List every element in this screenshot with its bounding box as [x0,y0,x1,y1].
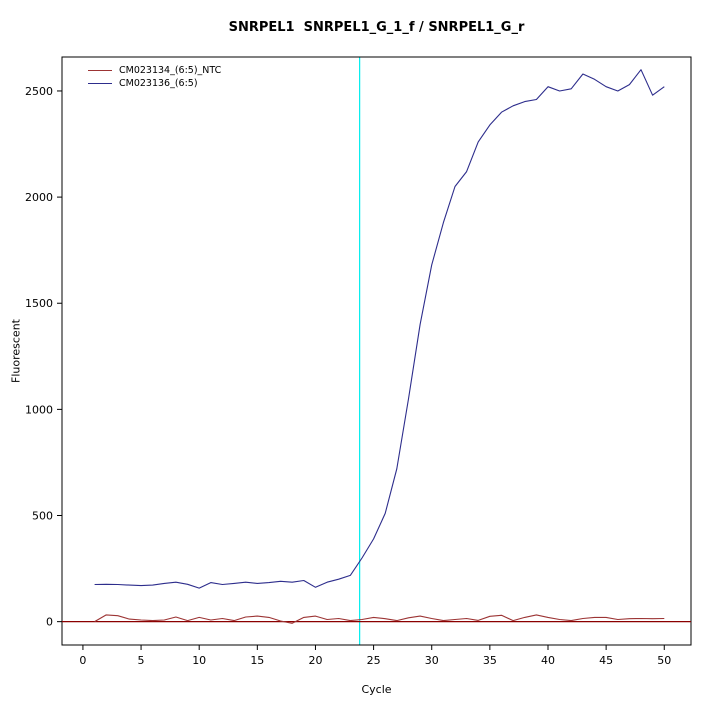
y-axis-label: Fluorescent [9,319,23,383]
x-tick-label: 45 [599,654,613,667]
y-tick-label: 1000 [25,403,53,416]
legend-item-ntc: CM023134_(6:5)_NTC [88,64,221,77]
x-tick-label: 20 [308,654,322,667]
legend-label-ntc: CM023134_(6:5)_NTC [119,65,222,76]
x-tick-label: 40 [541,654,555,667]
x-tick-label: 15 [250,654,264,667]
series-line-0 [94,614,665,624]
y-tick-label: 1500 [25,297,53,310]
legend: CM023134_(6:5)_NTC CM023136_(6:5) [88,64,221,90]
y-tick-label: 0 [46,616,53,629]
y-tick-label: 2500 [25,85,53,98]
x-tick-label: 30 [425,654,439,667]
x-tick-label: 0 [79,654,86,667]
series-line-1 [94,69,665,589]
plot-border [61,56,692,646]
y-tick-label: 2000 [25,191,53,204]
x-tick-label: 5 [138,654,145,667]
x-axis-label: Cycle [361,683,392,696]
x-tick-label: 10 [192,654,206,667]
legend-line-swatch-ntc [88,70,112,71]
y-tick-label: 500 [32,510,53,523]
legend-line-swatch-sample [88,83,112,84]
legend-item-sample: CM023136_(6:5) [88,77,221,90]
chart-title: SNRPEL1 SNRPEL1_G_1_f / SNRPEL1_G_r [228,20,525,35]
x-tick-label: 50 [657,654,671,667]
x-tick-label: 25 [367,654,381,667]
x-tick-label: 35 [483,654,497,667]
legend-label-sample: CM023136_(6:5) [119,78,198,89]
